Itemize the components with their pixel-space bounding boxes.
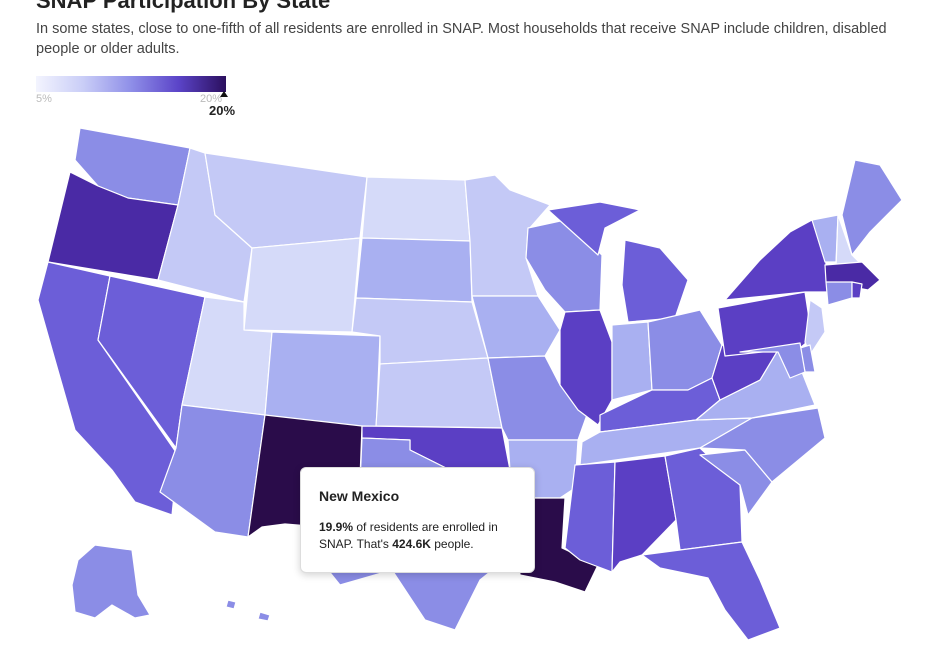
state-iowa[interactable] <box>471 295 561 359</box>
tooltip-people: 424.6K <box>392 537 431 551</box>
tooltip-percent: 19.9% <box>319 520 354 534</box>
state-north-dakota[interactable] <box>361 176 471 242</box>
legend-max-label: 20% <box>200 93 223 105</box>
tooltip-text-1: of residents are enrolled in SNAP. That'… <box>319 520 498 551</box>
state-tooltip: New Mexico 19.9% of residents are enroll… <box>300 467 535 573</box>
state-alaska[interactable] <box>71 544 151 619</box>
state-south-carolina[interactable] <box>699 449 773 516</box>
legend-gradient-bar <box>36 76 226 92</box>
state-new-york[interactable] <box>724 219 829 301</box>
legend-current-label: 20% <box>209 103 236 118</box>
tooltip-body: 19.9% of residents are enrolled in SNAP.… <box>319 519 529 553</box>
state-maine[interactable] <box>841 159 903 256</box>
tooltip-text-2: people. <box>430 537 474 551</box>
state-illinois[interactable] <box>559 309 613 426</box>
state-wyoming[interactable] <box>243 237 361 333</box>
state-maryland[interactable] <box>739 342 806 379</box>
state-new-jersey[interactable] <box>804 299 826 356</box>
legend-min-label: 5% <box>36 93 52 105</box>
state-mississippi[interactable] <box>564 461 616 573</box>
page-title: SNAP Participation By State <box>36 0 331 13</box>
state-missouri[interactable] <box>487 355 589 441</box>
state-connecticut[interactable] <box>825 281 853 306</box>
state-indiana[interactable] <box>611 321 653 401</box>
state-hawaii[interactable] <box>225 599 271 622</box>
color-legend: 5% 20% 20% <box>36 76 235 118</box>
state-florida[interactable] <box>641 541 781 641</box>
page-subtitle: In some states, close to one-fifth of al… <box>36 21 887 57</box>
tooltip-state-name: New Mexico <box>319 488 400 504</box>
state-rhode-island[interactable] <box>851 281 863 299</box>
legend-current-marker <box>220 91 228 97</box>
state-kansas[interactable] <box>375 357 503 429</box>
state-south-dakota[interactable] <box>355 237 473 303</box>
